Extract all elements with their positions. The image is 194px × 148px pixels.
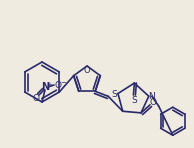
Text: −: − — [60, 80, 66, 86]
Text: O: O — [84, 66, 90, 74]
Text: N: N — [41, 82, 49, 92]
Text: S: S — [132, 96, 137, 104]
Text: N: N — [148, 92, 155, 101]
Text: O: O — [55, 81, 61, 90]
Text: S: S — [111, 90, 117, 99]
Text: O: O — [150, 98, 157, 107]
Text: +: + — [46, 82, 52, 88]
Text: O: O — [33, 94, 40, 103]
